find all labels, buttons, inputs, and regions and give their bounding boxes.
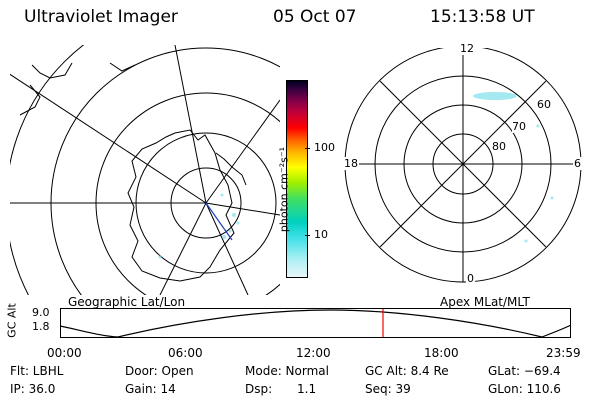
instrument-title: Ultraviolet Imager	[24, 7, 178, 27]
timeline-xtick: 23:59	[546, 346, 581, 360]
aurora-speck	[228, 229, 232, 233]
date-label: 05 Oct 07	[273, 7, 357, 27]
lat-circle	[50, 47, 280, 295]
glat-info: GLat: −69.4	[488, 364, 561, 378]
meridian-line	[205, 202, 280, 216]
terminator-line	[205, 202, 233, 241]
aurora-speck	[158, 255, 162, 259]
geographic-map-panel	[10, 45, 280, 295]
timeline-ytick: 9.0	[32, 306, 50, 319]
colorbar	[286, 80, 308, 278]
aurora-speck	[536, 124, 540, 128]
lat-circle	[10, 45, 85, 295]
timeline-xtick: 06:00	[168, 346, 203, 360]
colorbar-tick	[305, 148, 310, 149]
aurora-speck	[220, 193, 224, 197]
door-info: Door: Open	[125, 364, 194, 378]
timeline-xtick: 18:00	[424, 346, 459, 360]
lat-label-60: 60	[537, 98, 551, 111]
colorbar-tick-label: 10	[314, 228, 328, 241]
meridian-line	[205, 202, 249, 295]
aurora-speck	[222, 235, 226, 239]
glon-info: GLon: 110.6	[488, 382, 561, 396]
left-panel-label: Geographic Lat/Lon	[68, 295, 186, 309]
mlt-label-0: 0	[466, 272, 475, 285]
seq-info: Seq: 39	[365, 382, 411, 396]
colorbar-tick	[305, 235, 310, 236]
mode-info: Mode: Normal	[245, 364, 329, 378]
meridian-line	[10, 73, 207, 204]
timeline-xtick: 00:00	[47, 346, 82, 360]
coastline	[215, 152, 247, 186]
timeline-ytick: 1.8	[32, 320, 50, 333]
meridian-line	[159, 202, 207, 295]
dsp-value: 1.1	[297, 382, 317, 396]
gc-alt-info: GC Alt: 8.4 Re	[365, 364, 449, 378]
aurora-oval	[473, 92, 517, 100]
time-label: 15:13:58 UT	[430, 7, 535, 27]
aurora-speck	[550, 196, 554, 200]
magnetic-polar-panel	[344, 48, 582, 283]
lat-circle	[95, 92, 280, 295]
lat-label-70: 70	[512, 120, 526, 133]
meridian-line	[205, 99, 280, 204]
colorbar-unit-label: photon cm⁻²s⁻¹	[277, 146, 291, 233]
filter-info: Flt: LBHL	[10, 364, 64, 378]
aurora-speck	[232, 213, 236, 217]
gain-info: Gain: 14	[125, 382, 176, 396]
lat-label-80: 80	[492, 140, 506, 153]
meridian-line	[174, 45, 207, 204]
mlt-label-12: 12	[459, 42, 475, 55]
timeline-xtick: 12:00	[296, 346, 331, 360]
dsp-label: Dsp:	[245, 382, 273, 396]
mlt-label-18: 18	[343, 157, 359, 170]
timeline-ylabel: GC Alt	[5, 303, 19, 338]
orbit-timeline	[60, 308, 572, 338]
right-panel-label: Apex MLat/MLT	[440, 295, 530, 309]
polar-axis	[379, 80, 547, 248]
aurora-speck	[524, 239, 528, 243]
colorbar-tick-label: 100	[314, 141, 335, 154]
aurora-speck	[236, 221, 240, 225]
orbit-altitude-curve	[60, 309, 572, 338]
ip-info: IP: 36.0	[10, 382, 56, 396]
mlt-label-6: 6	[573, 157, 582, 170]
coastline	[19, 62, 235, 282]
